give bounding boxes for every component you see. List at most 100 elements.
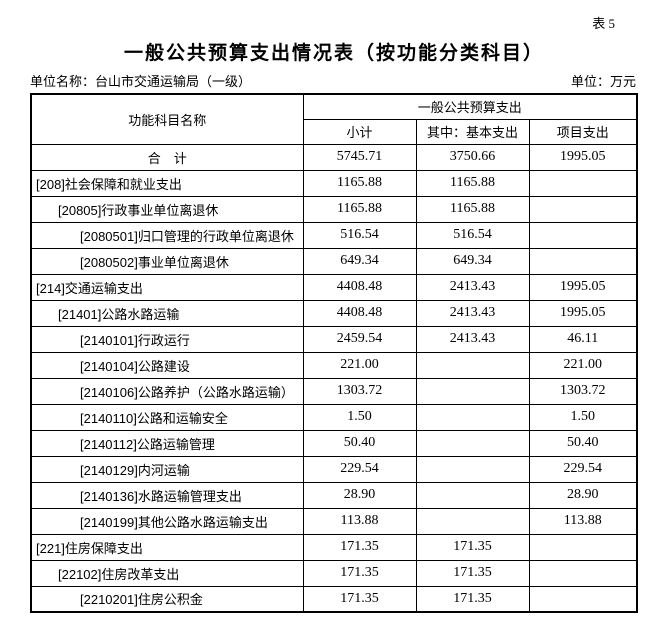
table-row: 合 计 5745.71 3750.66 1995.05 [30, 143, 638, 171]
subject-name-cell: [2140199]其他公路水路运输支出 [30, 507, 304, 535]
subject-name-cell: [2140136]水路运输管理支出 [30, 481, 304, 509]
amount-cell [415, 403, 530, 431]
amount-cell: 229.54 [302, 455, 417, 483]
amount-cell: 171.35 [415, 585, 530, 613]
amount-cell: 2413.43 [415, 325, 530, 353]
amount-cell: 2413.43 [415, 299, 530, 327]
subject-name-cell: 合 计 [30, 143, 304, 171]
amount-cell: 50.40 [528, 429, 638, 457]
amount-cell: 1165.88 [302, 169, 417, 197]
amount-cell: 2459.54 [302, 325, 417, 353]
table-row: [2080501]归口管理的行政单位离退休 516.54 516.54 [30, 221, 638, 249]
amount-cell: 1303.72 [302, 377, 417, 405]
subject-name-cell: [2140112]公路运输管理 [30, 429, 304, 457]
amount-cell: 28.90 [528, 481, 638, 509]
amount-cell: 3750.66 [415, 143, 530, 171]
table-header: 功能科目名称 一般公共预算支出 小计 其中：基本支出 项目支出 [30, 93, 638, 145]
amount-cell [528, 169, 638, 197]
subject-name-cell: [2140129]内河运输 [30, 455, 304, 483]
amount-cell: 28.90 [302, 481, 417, 509]
amount-cell: 1995.05 [528, 299, 638, 327]
table-row: [2140199]其他公路水路运输支出 113.88 113.88 [30, 507, 638, 535]
amount-cell: 171.35 [415, 533, 530, 561]
amount-cell [528, 221, 638, 249]
column-header-subject-name: 功能科目名称 [30, 93, 304, 145]
amount-cell: 4408.48 [302, 299, 417, 327]
page-title: 一般公共预算支出情况表（按功能分类科目） [123, 43, 544, 64]
table-row: [2140106]公路养护（公路水路运输） 1303.72 1303.72 [30, 377, 638, 405]
amount-cell: 516.54 [415, 221, 530, 249]
amount-cell: 171.35 [302, 533, 417, 561]
table-row: [2140110]公路和运输安全 1.50 1.50 [30, 403, 638, 431]
table-row: [2140104]公路建设 221.00 221.00 [30, 351, 638, 379]
unit-name-label: 单位名称：台山市交通运输局（一级） [30, 74, 252, 89]
amount-cell [528, 195, 638, 223]
amount-cell: 46.11 [528, 325, 638, 353]
subject-name-cell: [2140101]行政运行 [30, 325, 304, 353]
amount-cell [528, 247, 638, 275]
meta-row: 单位名称：台山市交通运输局（一级） 单位：万元 [30, 71, 636, 90]
table-row: [2140136]水路运输管理支出 28.90 28.90 [30, 481, 638, 509]
amount-cell: 50.40 [302, 429, 417, 457]
subject-name-cell: [2210201]住房公积金 [30, 585, 304, 613]
table-row: [214]交通运输支出 4408.48 2413.43 1995.05 [30, 273, 638, 301]
header-row-sub: 小计 其中：基本支出 项目支出 [31, 118, 638, 145]
amount-cell: 113.88 [528, 507, 638, 535]
amount-cell [415, 481, 530, 509]
amount-cell [415, 455, 530, 483]
amount-cell [528, 559, 638, 587]
amount-cell [528, 533, 638, 561]
amount-cell: 1995.05 [528, 273, 638, 301]
amount-cell [415, 377, 530, 405]
column-header-subtotal: 小计 [302, 118, 417, 145]
amount-cell: 221.00 [528, 351, 638, 379]
amount-cell: 1995.05 [528, 143, 638, 171]
subject-name-cell: [20805]行政事业单位离退休 [30, 195, 304, 223]
subject-name-cell: [2080502]事业单位离退休 [30, 247, 304, 275]
amount-cell [415, 429, 530, 457]
table-row: [2080502]事业单位离退休 649.34 649.34 [30, 247, 638, 275]
table-row: [2140101]行政运行 2459.54 2413.43 46.11 [30, 325, 638, 353]
amount-cell: 1.50 [528, 403, 638, 431]
table-row: [2210201]住房公积金 171.35 171.35 [30, 585, 638, 613]
amount-cell: 1165.88 [302, 195, 417, 223]
table-row: [22102]住房改革支出 171.35 171.35 [30, 559, 638, 587]
subject-name-cell: [214]交通运输支出 [30, 273, 304, 301]
column-header-project-expenditure: 项目支出 [528, 118, 638, 145]
amount-cell: 2413.43 [415, 273, 530, 301]
amount-cell: 171.35 [302, 585, 417, 613]
column-header-basic-expenditure: 其中：基本支出 [415, 118, 530, 145]
amount-cell: 171.35 [302, 559, 417, 587]
amount-cell: 1165.88 [415, 169, 530, 197]
amount-cell: 221.00 [302, 351, 417, 379]
amount-cell: 4408.48 [302, 273, 417, 301]
amount-cell: 113.88 [302, 507, 417, 535]
subject-name-cell: [208]社会保障和就业支出 [30, 169, 304, 197]
table-row: [2140112]公路运输管理 50.40 50.40 [30, 429, 638, 457]
table-row: [21401]公路水路运输 4408.48 2413.43 1995.05 [30, 299, 638, 327]
table-body: 合 计 5745.71 3750.66 1995.05 [208]社会保障和就业支出 11… [30, 143, 638, 613]
budget-expenditure-table: 功能科目名称 一般公共预算支出 小计 其中：基本支出 项目支出 合 计 5745.… [30, 93, 638, 613]
subject-name-cell: [21401]公路水路运输 [30, 299, 304, 327]
amount-cell [528, 585, 638, 613]
amount-cell [415, 507, 530, 535]
amount-cell: 1303.72 [528, 377, 638, 405]
amount-cell: 171.35 [415, 559, 530, 587]
subject-name-cell: [2140110]公路和运输安全 [30, 403, 304, 431]
table-row: [208]社会保障和就业支出 1165.88 1165.88 [30, 169, 638, 197]
table-row: [2140129]内河运输 229.54 229.54 [30, 455, 638, 483]
currency-unit-label: 单位：万元 [570, 74, 636, 89]
amount-cell: 229.54 [528, 455, 638, 483]
table-number-label: 表 5 [592, 16, 615, 31]
column-header-budget-group: 一般公共预算支出 [302, 93, 638, 120]
subject-name-cell: [2140106]公路养护（公路水路运输） [30, 377, 304, 405]
table-row: [221]住房保障支出 171.35 171.35 [30, 533, 638, 561]
subject-name-cell: [22102]住房改革支出 [30, 559, 304, 587]
amount-cell: 649.34 [415, 247, 530, 275]
amount-cell [415, 351, 530, 379]
subject-name-cell: [2140104]公路建设 [30, 351, 304, 379]
amount-cell: 1165.88 [415, 195, 530, 223]
subject-name-cell: [2080501]归口管理的行政单位离退休 [30, 221, 304, 249]
amount-cell: 1.50 [302, 403, 417, 431]
